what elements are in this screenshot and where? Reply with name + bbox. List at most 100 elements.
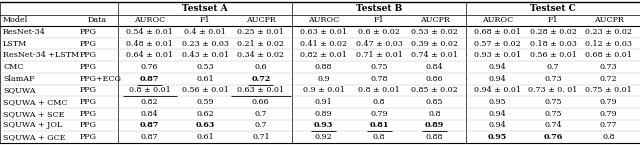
- Text: 0.94: 0.94: [488, 122, 506, 129]
- Text: 0.72: 0.72: [252, 75, 271, 83]
- Text: PPG+ECG: PPG+ECG: [79, 75, 122, 83]
- Text: AUROC: AUROC: [308, 17, 339, 25]
- Text: 0.73: 0.73: [544, 75, 562, 83]
- Text: Testset B: Testset B: [356, 4, 403, 13]
- Text: PPG: PPG: [79, 98, 97, 106]
- Text: 0.78: 0.78: [371, 75, 388, 83]
- Text: 0.85: 0.85: [426, 98, 444, 106]
- Text: 0.79: 0.79: [600, 98, 618, 106]
- Text: 0.56 ± 0.01: 0.56 ± 0.01: [182, 86, 228, 94]
- Text: 0.12 ± 0.03: 0.12 ± 0.03: [585, 40, 632, 48]
- Text: 0.53 ± 0.02: 0.53 ± 0.02: [412, 28, 458, 36]
- Text: 0.87: 0.87: [141, 133, 159, 141]
- Text: 0.95: 0.95: [489, 98, 506, 106]
- Text: 0.87: 0.87: [140, 122, 159, 129]
- Text: SlamAF: SlamAF: [3, 75, 35, 83]
- Text: 0.81: 0.81: [369, 122, 389, 129]
- Text: 0.84: 0.84: [141, 110, 159, 118]
- Text: 0.6: 0.6: [255, 63, 267, 71]
- Text: AUROC: AUROC: [134, 17, 165, 25]
- Text: 0.88: 0.88: [426, 133, 444, 141]
- Text: ResNet-34 +LSTM: ResNet-34 +LSTM: [3, 51, 79, 59]
- Text: PPG: PPG: [79, 110, 97, 118]
- Text: 0.8: 0.8: [602, 133, 615, 141]
- Text: 0.94: 0.94: [488, 110, 506, 118]
- Text: 0.23 ± 0.03: 0.23 ± 0.03: [182, 40, 228, 48]
- Text: F1: F1: [374, 17, 385, 25]
- Text: Testset C: Testset C: [530, 4, 576, 13]
- Text: 0.79: 0.79: [600, 110, 618, 118]
- Text: 0.4 ± 0.01: 0.4 ± 0.01: [184, 28, 226, 36]
- Text: AUCPR: AUCPR: [594, 17, 623, 25]
- Text: 0.79: 0.79: [371, 110, 388, 118]
- Text: F1: F1: [200, 17, 211, 25]
- Text: 0.75: 0.75: [544, 110, 562, 118]
- Text: 0.8: 0.8: [428, 110, 441, 118]
- Text: 0.68 ± 0.01: 0.68 ± 0.01: [474, 28, 521, 36]
- Text: CMC: CMC: [3, 63, 24, 71]
- Text: PPG: PPG: [79, 40, 97, 48]
- Text: 0.8: 0.8: [373, 133, 385, 141]
- Text: PPG: PPG: [79, 28, 97, 36]
- Text: 0.84: 0.84: [426, 63, 444, 71]
- Text: 0.62: 0.62: [196, 110, 214, 118]
- Text: 0.48 ± 0.01: 0.48 ± 0.01: [126, 40, 173, 48]
- Text: SQUWA: SQUWA: [3, 86, 35, 94]
- Text: 0.87: 0.87: [140, 75, 159, 83]
- Text: 0.63: 0.63: [196, 122, 215, 129]
- Text: 0.68 ± 0.01: 0.68 ± 0.01: [585, 51, 632, 59]
- Text: AUROC: AUROC: [482, 17, 513, 25]
- Text: Testset A: Testset A: [182, 4, 228, 13]
- Text: 0.8 ± 0.01: 0.8 ± 0.01: [358, 86, 400, 94]
- Text: 0.71 ± 0.01: 0.71 ± 0.01: [356, 51, 403, 59]
- Text: Data: Data: [88, 17, 107, 25]
- Text: 0.63 ± 0.01: 0.63 ± 0.01: [300, 28, 347, 36]
- Text: PPG: PPG: [79, 51, 97, 59]
- Text: 0.93: 0.93: [314, 122, 333, 129]
- Text: 0.94 ± 0.01: 0.94 ± 0.01: [474, 86, 521, 94]
- Text: 0.82: 0.82: [141, 98, 159, 106]
- Text: SQUWA + SCE: SQUWA + SCE: [3, 110, 65, 118]
- Text: 0.9: 0.9: [317, 75, 330, 83]
- Text: AUCPR: AUCPR: [246, 17, 276, 25]
- Text: SQUWA + CMC: SQUWA + CMC: [3, 98, 67, 106]
- Text: SQUWA + JOL: SQUWA + JOL: [3, 122, 62, 129]
- Text: 0.93 ± 0.01: 0.93 ± 0.01: [474, 51, 521, 59]
- Text: 0.64 ± 0.01: 0.64 ± 0.01: [126, 51, 173, 59]
- Text: 0.94: 0.94: [488, 75, 506, 83]
- Text: 0.53: 0.53: [196, 63, 214, 71]
- Text: 0.74 ± 0.01: 0.74 ± 0.01: [412, 51, 458, 59]
- Text: 0.39 ± 0.02: 0.39 ± 0.02: [412, 40, 458, 48]
- Text: SQUWA + GCE: SQUWA + GCE: [3, 133, 65, 141]
- Text: 0.89: 0.89: [315, 110, 332, 118]
- Text: 0.91: 0.91: [315, 98, 333, 106]
- Text: 0.76: 0.76: [141, 63, 159, 71]
- Text: 0.73 ± 0. 01: 0.73 ± 0. 01: [529, 86, 578, 94]
- Text: 0.86: 0.86: [426, 75, 444, 83]
- Text: 0.7: 0.7: [547, 63, 559, 71]
- Text: 0.41 ± 0.02: 0.41 ± 0.02: [300, 40, 347, 48]
- Text: 0.61: 0.61: [196, 75, 214, 83]
- Text: 0.75: 0.75: [371, 63, 388, 71]
- Text: 0.71: 0.71: [252, 133, 269, 141]
- Text: F1: F1: [548, 17, 558, 25]
- Text: 0.85 ± 0.02: 0.85 ± 0.02: [412, 86, 458, 94]
- Text: 0.82 ± 0.01: 0.82 ± 0.01: [300, 51, 347, 59]
- Text: 0.74: 0.74: [544, 122, 562, 129]
- Text: LSTM: LSTM: [3, 40, 28, 48]
- Text: 0.7: 0.7: [255, 122, 267, 129]
- Text: 0.21 ± 0.02: 0.21 ± 0.02: [237, 40, 284, 48]
- Text: 0.77: 0.77: [600, 122, 618, 129]
- Text: 0.47 ± 0.03: 0.47 ± 0.03: [356, 40, 403, 48]
- Text: 0.6 ± 0.02: 0.6 ± 0.02: [358, 28, 400, 36]
- Text: 0.57 ± 0.02: 0.57 ± 0.02: [474, 40, 521, 48]
- Text: 0.34 ± 0.02: 0.34 ± 0.02: [237, 51, 284, 59]
- Text: 0.72: 0.72: [600, 75, 618, 83]
- Text: 0.92: 0.92: [315, 133, 333, 141]
- Text: 0.75 ± 0.01: 0.75 ± 0.01: [585, 86, 632, 94]
- Text: 0.73: 0.73: [600, 63, 618, 71]
- Text: 0.75: 0.75: [544, 98, 562, 106]
- Text: 0.54 ± 0.01: 0.54 ± 0.01: [126, 28, 173, 36]
- Text: ResNet-34: ResNet-34: [3, 28, 46, 36]
- Text: 0.28 ± 0.02: 0.28 ± 0.02: [530, 28, 577, 36]
